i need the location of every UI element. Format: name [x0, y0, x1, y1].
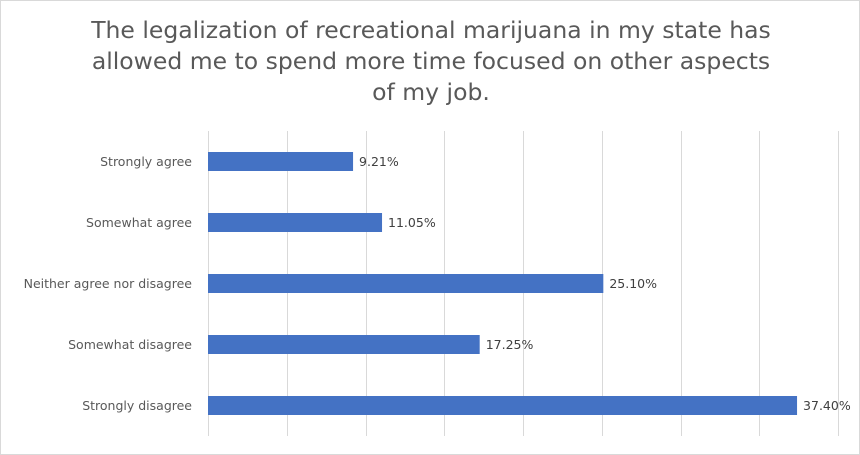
data-label: 37.40%: [803, 398, 851, 413]
category-label: Somewhat disagree: [68, 337, 192, 352]
data-label: 17.25%: [486, 337, 534, 352]
bar: [208, 152, 354, 171]
labels: Strongly agree 9.21% Somewhat agree 11.05% N…: [24, 154, 851, 413]
bar: [208, 213, 383, 232]
category-label: Strongly disagree: [82, 398, 192, 413]
bar: [208, 396, 798, 415]
category-label: Somewhat agree: [86, 215, 192, 230]
bar: [208, 335, 480, 354]
category-label: Strongly agree: [100, 154, 192, 169]
data-label: 9.21%: [359, 154, 399, 169]
chart-title: The legalization of recreational marijua…: [91, 16, 771, 106]
data-label: 11.05%: [388, 215, 436, 230]
data-label: 25.10%: [609, 276, 657, 291]
bar: [208, 274, 604, 293]
category-label: Neither agree nor disagree: [24, 276, 193, 291]
bars: [208, 152, 798, 415]
